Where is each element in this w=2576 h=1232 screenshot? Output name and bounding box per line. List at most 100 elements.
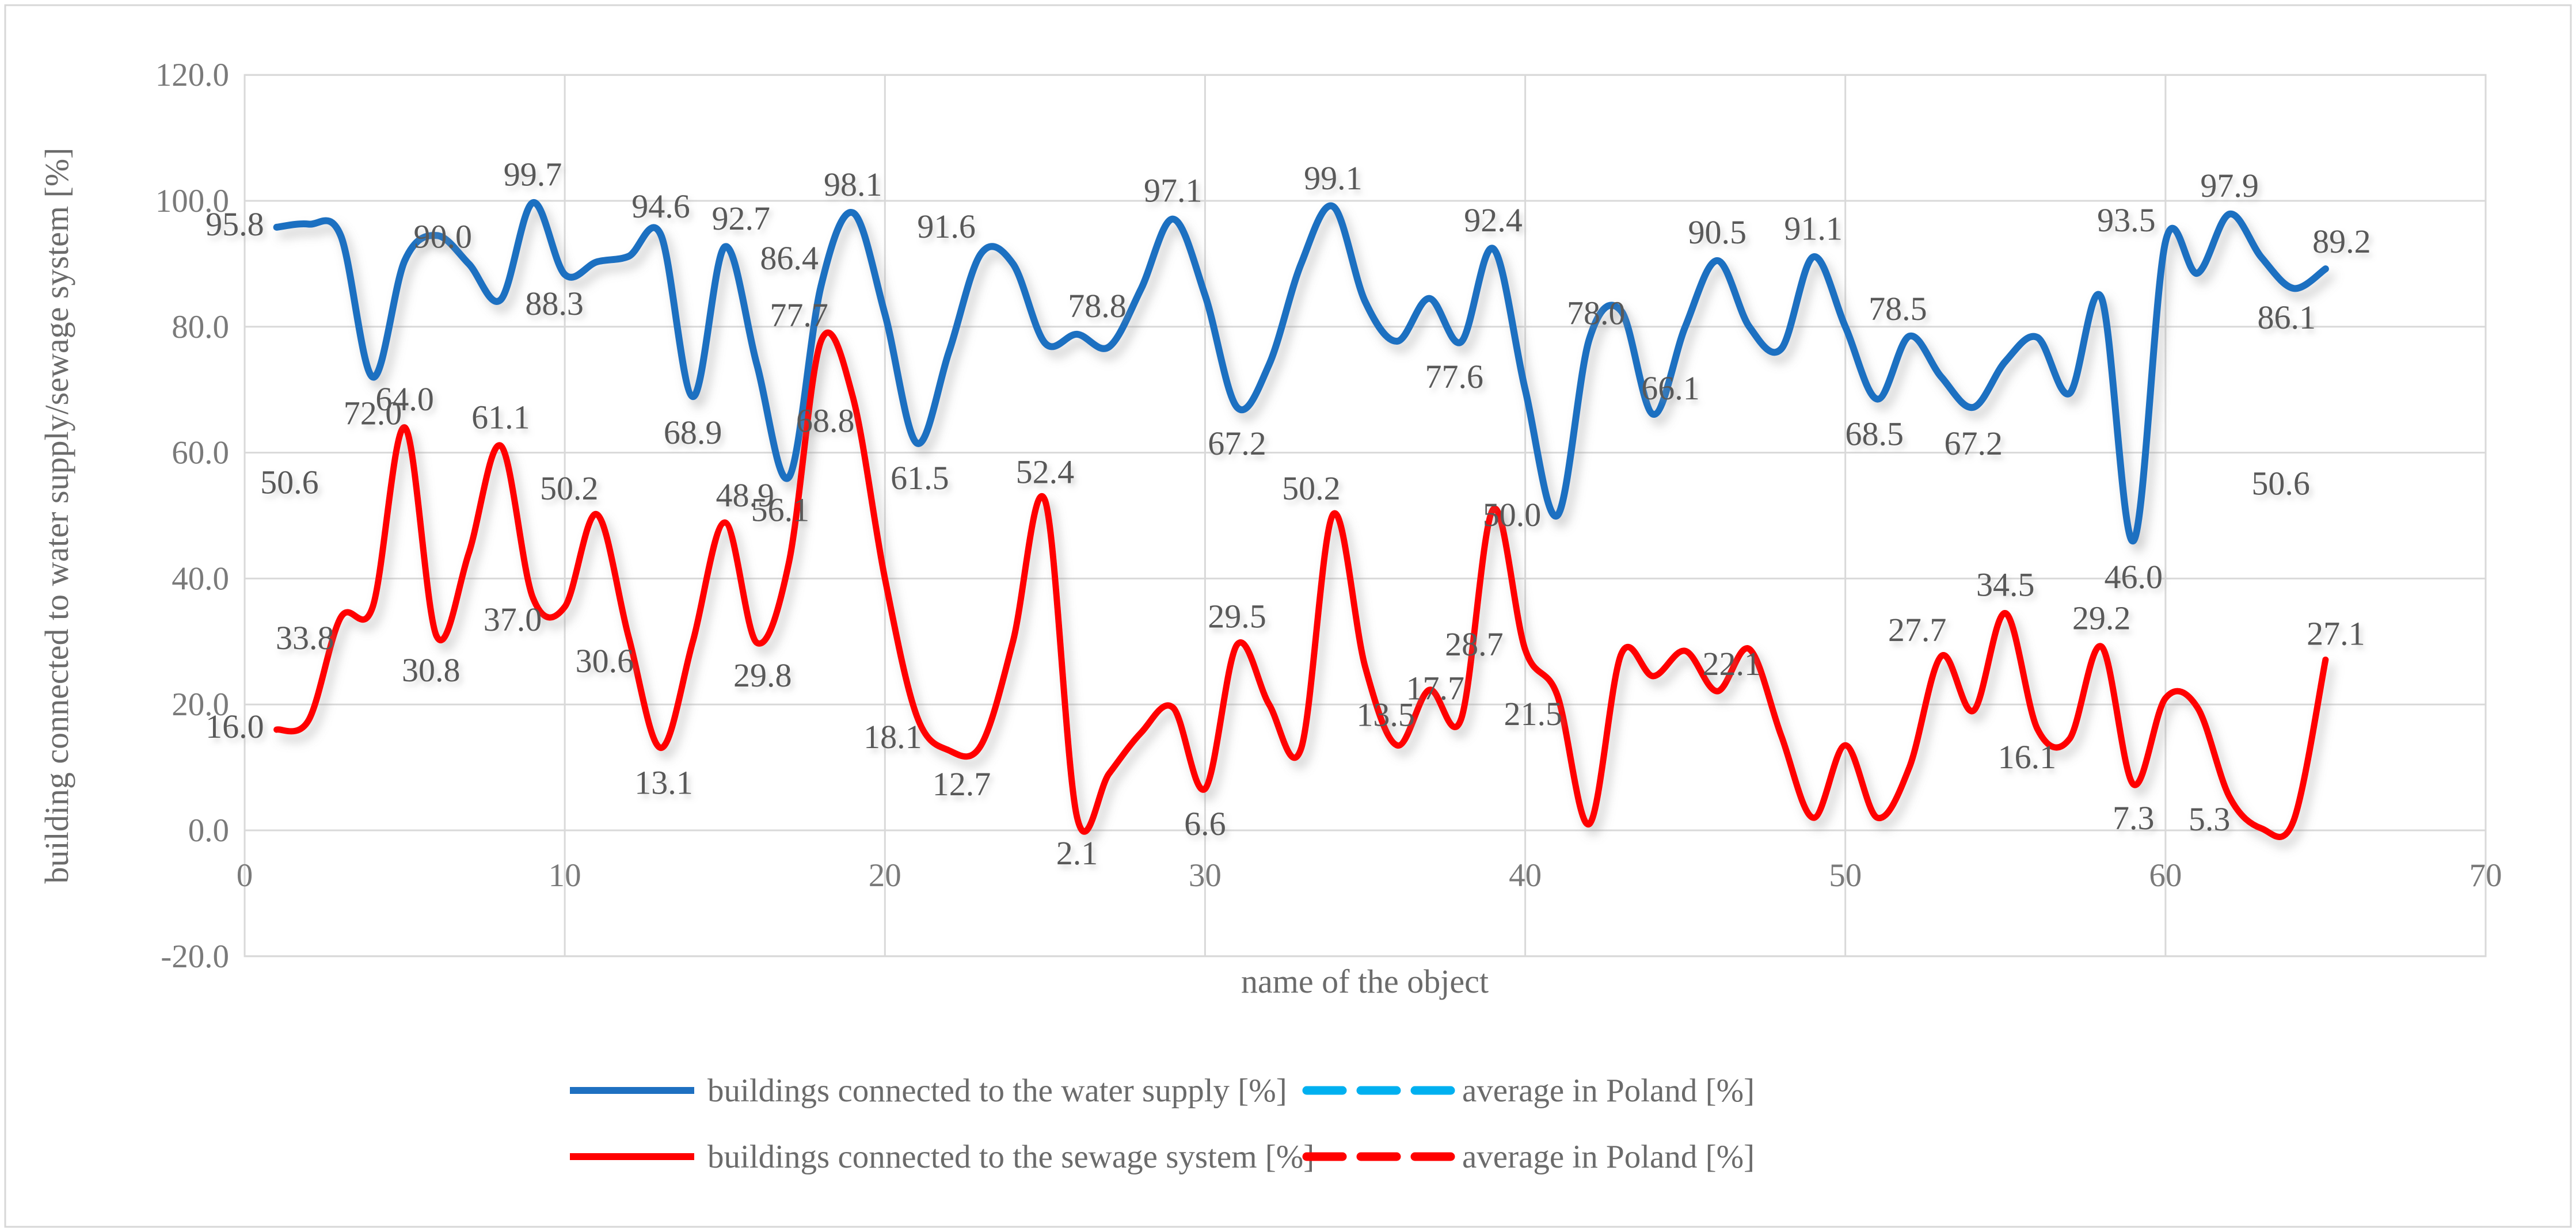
data-label-sewage: 50.2	[1282, 470, 1341, 507]
data-label-water: 67.2	[1208, 425, 1266, 462]
legend-sewage-label: buildings connected to the sewage system…	[707, 1139, 1314, 1175]
data-label-water: 93.5	[2097, 201, 2156, 239]
x-tick-label: 0	[237, 857, 253, 894]
data-label-water: 92.4	[1464, 201, 1523, 239]
figure-border	[4, 4, 2572, 1228]
data-label-water: 99.7	[504, 155, 562, 193]
y-tick-label: 120.0	[155, 57, 229, 93]
data-label-water: 90.0	[414, 218, 473, 255]
series-lines	[273, 199, 2329, 840]
data-label-water: 89.2	[2312, 223, 2371, 260]
x-axis-title: name of the object	[1241, 963, 1489, 1000]
data-label-sewage: 6.6	[1184, 805, 1226, 842]
data-label-water: 78.5	[1869, 290, 1927, 327]
data-label-water: 86.4	[760, 239, 819, 277]
data-label-sewage: 17.7	[1406, 669, 1465, 707]
data-label-water: 72.0	[344, 394, 402, 432]
legend-average-poland-sewage-label: average in Poland [%]	[1462, 1139, 1755, 1175]
x-tick-label: 60	[2149, 857, 2182, 894]
data-label-sewage: 29.2	[2072, 600, 2131, 637]
y-tick-label: 80.0	[172, 309, 229, 345]
y-tick-label: 0.0	[188, 813, 229, 849]
data-label-water: 50.0	[1483, 496, 1542, 533]
y-tick-label: 60.0	[172, 435, 229, 471]
series-line-water	[273, 199, 2329, 544]
data-label-water: 92.7	[711, 200, 770, 237]
data-label-sewage: 30.8	[402, 651, 461, 689]
data-label-sewage: 5.3	[2189, 800, 2231, 838]
data-label-sewage: 37.0	[484, 601, 542, 638]
legend-average-poland-water-label: average in Poland [%]	[1462, 1073, 1755, 1109]
data-label-water: 78.8	[1068, 287, 1127, 325]
data-label-water: 46.0	[2104, 558, 2163, 596]
data-label-water: 68.5	[1846, 415, 1904, 453]
x-axis-tick-labels: 0 10 20 30 40 50 60 70	[237, 857, 2502, 894]
data-label-sewage: 48.9	[716, 476, 774, 514]
data-label-sewage: 7.3	[2113, 799, 2155, 837]
legend: buildings connected to the water supply …	[570, 1073, 1755, 1175]
data-label-water: 68.9	[664, 414, 722, 451]
data-label-water: 94.6	[631, 188, 690, 225]
data-label-sewage: 29.5	[1208, 597, 1266, 635]
y-tick-label: 100.0	[155, 183, 229, 219]
x-tick-label: 20	[869, 857, 901, 894]
data-label-sewage: 77.7	[770, 296, 828, 334]
data-label-sewage: 13.5	[1356, 696, 1415, 733]
data-label-water: 61.5	[891, 459, 949, 497]
data-label-sewage: 64.0	[375, 380, 434, 418]
data-label-water: 78.0	[1567, 295, 1626, 332]
data-label-water: 99.1	[1304, 159, 1363, 197]
x-tick-label: 70	[2470, 857, 2502, 894]
x-tick-label: 30	[1189, 857, 1222, 894]
series-line-sewage	[273, 329, 2329, 840]
data-label-water: 97.1	[1144, 172, 1203, 209]
data-label-water: 95.8	[206, 205, 264, 243]
plot-area-border	[243, 74, 2487, 958]
legend-water-supply-label: buildings connected to the water supply …	[707, 1073, 1287, 1109]
data-label-water: 98.1	[824, 166, 882, 203]
data-label-sewage: 61.1	[471, 399, 530, 436]
y-tick-label: -20.0	[161, 939, 229, 975]
data-label-sewage: 52.4	[1016, 453, 1075, 491]
data-label-sewage: 30.6	[576, 642, 634, 680]
data-label-sewage: 29.8	[733, 657, 792, 694]
x-tick-label: 40	[1509, 857, 1542, 894]
data-label-water: 91.1	[1784, 209, 1843, 247]
data-label-water: 67.2	[1944, 425, 2003, 462]
data-label-water: 86.1	[2258, 299, 2316, 336]
data-label-sewage: 28.7	[1445, 625, 1504, 663]
data-label-water: 88.3	[525, 285, 584, 322]
data-label-sewage: 13.1	[634, 764, 693, 802]
data-label-sewage: 21.5	[1504, 695, 1562, 733]
y-tick-label: 20.0	[172, 686, 229, 723]
data-label-sewage: 68.8	[796, 402, 855, 439]
data-label-sewage: 2.1	[1056, 834, 1098, 872]
data-label-sewage: 12.7	[933, 765, 991, 803]
data-label-sewage: 27.7	[1888, 611, 1947, 649]
data-label-sewage: 16.0	[206, 708, 264, 745]
y-tick-label: 40.0	[172, 560, 229, 597]
data-label-water: 56.1	[751, 491, 810, 528]
data-label-water: 66.1	[1641, 369, 1700, 407]
data-label-sewage: 22.1	[1703, 645, 1761, 682]
data-label-sewage: 50.2	[540, 470, 599, 507]
x-tick-label: 10	[549, 857, 581, 894]
average-value-label: 50.6	[260, 463, 319, 501]
data-label-water: 77.6	[1425, 358, 1484, 395]
y-axis-tick-labels: 120.0 100.0 80.0 60.0 40.0 20.0 0.0 -20.0	[155, 57, 229, 975]
data-label-sewage: 16.1	[1998, 738, 2057, 776]
data-label-sewage: 18.1	[863, 718, 922, 756]
x-tick-label: 50	[1829, 857, 1862, 894]
data-label-water: 91.6	[917, 208, 976, 245]
data-label-water: 97.9	[2200, 167, 2259, 204]
data-labels: 95.8 72.0 90.0 99.7 88.3 94.6 68.9 92.7 56.1 86.4…	[206, 155, 2371, 872]
y-axis-title: building connected to water supply/sewag…	[38, 148, 75, 884]
average-dashed-lines	[260, 292, 2354, 516]
data-label-sewage: 34.5	[1976, 566, 2035, 604]
average-value-label: 50.6	[2251, 464, 2310, 502]
data-label-sewage: 27.1	[2307, 615, 2365, 653]
data-label-water: 90.5	[1688, 213, 1747, 251]
data-label-sewage: 33.8	[276, 619, 334, 657]
